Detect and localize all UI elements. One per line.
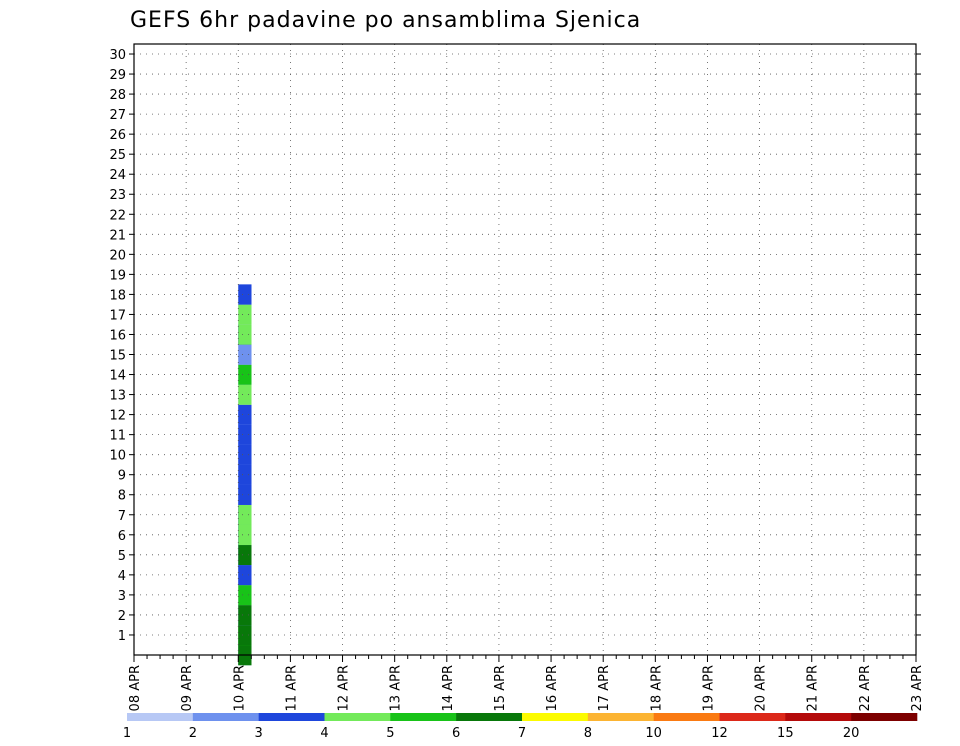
y-tick-label: 12 bbox=[109, 409, 126, 424]
heatmap-cell bbox=[238, 344, 252, 365]
colorbar-swatch bbox=[456, 713, 523, 721]
heatmap-cell bbox=[238, 484, 252, 505]
y-tick-label: 29 bbox=[109, 68, 126, 83]
colorbar-label: 6 bbox=[452, 726, 460, 741]
x-tick-label: 22 APR bbox=[858, 665, 873, 711]
heatmap-cell bbox=[238, 604, 252, 626]
colorbar-swatch bbox=[390, 713, 457, 721]
colorbar-label: 10 bbox=[645, 726, 662, 741]
colorbar-swatch bbox=[522, 713, 589, 721]
heatmap-cell bbox=[238, 464, 252, 485]
y-tick-label: 21 bbox=[109, 228, 126, 243]
x-tick-label: 17 APR bbox=[597, 665, 612, 711]
y-tick-label: 24 bbox=[109, 168, 126, 183]
chart-title: GEFS 6hr padavine po ansamblima Sjenica bbox=[130, 8, 641, 33]
y-tick-label: 14 bbox=[109, 369, 126, 384]
x-tick-label: 18 APR bbox=[649, 665, 664, 711]
y-tick-label: 13 bbox=[109, 389, 126, 404]
colorbar-swatch bbox=[785, 713, 852, 721]
colorbar-swatch bbox=[127, 713, 194, 721]
y-tick-label: 18 bbox=[109, 288, 126, 303]
y-tick-label: 28 bbox=[109, 88, 126, 103]
heatmap-cell bbox=[238, 564, 252, 586]
y-tick-label: 11 bbox=[109, 429, 126, 444]
x-tick-label: 23 APR bbox=[910, 665, 925, 711]
colorbar-swatch bbox=[587, 713, 654, 721]
heatmap-cell bbox=[238, 504, 252, 525]
x-tick-label: 13 APR bbox=[389, 665, 404, 711]
x-tick-label: 15 APR bbox=[493, 665, 508, 711]
y-tick-label: 5 bbox=[118, 549, 126, 564]
colorbar-swatch bbox=[653, 713, 720, 721]
y-tick-label: 30 bbox=[109, 48, 126, 63]
colorbar: 1 2 3 4 5 6 7 8 10 12 15 20 bbox=[123, 713, 918, 741]
heatmap-cell bbox=[238, 324, 252, 345]
colorbar-swatch bbox=[851, 713, 918, 721]
heatmap-cell bbox=[238, 384, 252, 405]
x-tick-label: 14 APR bbox=[441, 665, 456, 711]
x-tick-label: 09 APR bbox=[180, 665, 195, 711]
heatmap-cell bbox=[238, 404, 252, 425]
colorbar-swatch bbox=[719, 713, 786, 721]
x-tick-label: 19 APR bbox=[701, 665, 716, 711]
y-tick-label: 10 bbox=[109, 449, 126, 464]
y-tick-label: 8 bbox=[118, 489, 126, 504]
heatmap-cell bbox=[238, 444, 252, 465]
y-tick-label: 9 bbox=[118, 469, 126, 484]
y-tick-label: 15 bbox=[109, 349, 126, 364]
colorbar-label: 8 bbox=[584, 726, 592, 741]
heatmap-cell bbox=[238, 544, 252, 566]
y-tick-label: 3 bbox=[118, 589, 126, 604]
y-tick-label: 1 bbox=[118, 629, 126, 644]
y-tick-label: 23 bbox=[109, 188, 126, 203]
colorbar-label: 4 bbox=[320, 726, 328, 741]
y-tick-label: 2 bbox=[118, 609, 126, 624]
x-tick-label: 21 APR bbox=[806, 665, 821, 711]
y-axis: 1234567891011121314151617181920212223242… bbox=[109, 48, 921, 644]
x-tick-label: 08 APR bbox=[128, 665, 143, 711]
heatmap-cell bbox=[238, 624, 252, 646]
colorbar-label: 20 bbox=[843, 726, 860, 741]
colorbar-label: 2 bbox=[189, 726, 197, 741]
colorbar-label: 12 bbox=[711, 726, 728, 741]
colorbar-label: 1 bbox=[123, 726, 131, 741]
heatmap-cell bbox=[238, 284, 252, 305]
x-tick-label: 10 APR bbox=[232, 665, 247, 711]
grid-lines bbox=[134, 44, 916, 655]
x-tick-label: 20 APR bbox=[754, 665, 769, 711]
y-tick-label: 16 bbox=[109, 328, 126, 343]
colorbar-label: 15 bbox=[777, 726, 794, 741]
y-tick-label: 25 bbox=[109, 148, 126, 163]
colorbar-label: 7 bbox=[518, 726, 526, 741]
heatmap-cell bbox=[238, 524, 252, 546]
heatmap-cell bbox=[238, 304, 252, 325]
heatmap-cell bbox=[238, 584, 252, 606]
heatmap-cell bbox=[238, 364, 252, 385]
heatmap-cell bbox=[238, 424, 252, 445]
y-tick-label: 19 bbox=[109, 268, 126, 283]
colorbar-swatch bbox=[258, 713, 325, 721]
colorbar-label: 5 bbox=[386, 726, 394, 741]
x-tick-label: 16 APR bbox=[545, 665, 560, 711]
x-tick-label: 11 APR bbox=[284, 665, 299, 711]
heatmap-cells bbox=[238, 284, 252, 666]
y-tick-label: 7 bbox=[118, 509, 126, 524]
y-tick-label: 20 bbox=[109, 248, 126, 263]
y-tick-label: 17 bbox=[109, 308, 126, 323]
y-tick-label: 4 bbox=[118, 569, 126, 584]
colorbar-label: 3 bbox=[255, 726, 263, 741]
colorbar-swatch bbox=[324, 713, 391, 721]
x-axis: 08 APR 09 APR 10 APR 11 APR 12 APR 13 APR 14 A… bbox=[128, 655, 925, 711]
y-tick-label: 26 bbox=[109, 128, 126, 143]
y-tick-label: 6 bbox=[118, 529, 126, 544]
colorbar-swatch bbox=[192, 713, 259, 721]
x-tick-label: 12 APR bbox=[337, 665, 352, 711]
y-tick-label: 27 bbox=[109, 108, 126, 123]
y-tick-label: 22 bbox=[109, 208, 126, 223]
